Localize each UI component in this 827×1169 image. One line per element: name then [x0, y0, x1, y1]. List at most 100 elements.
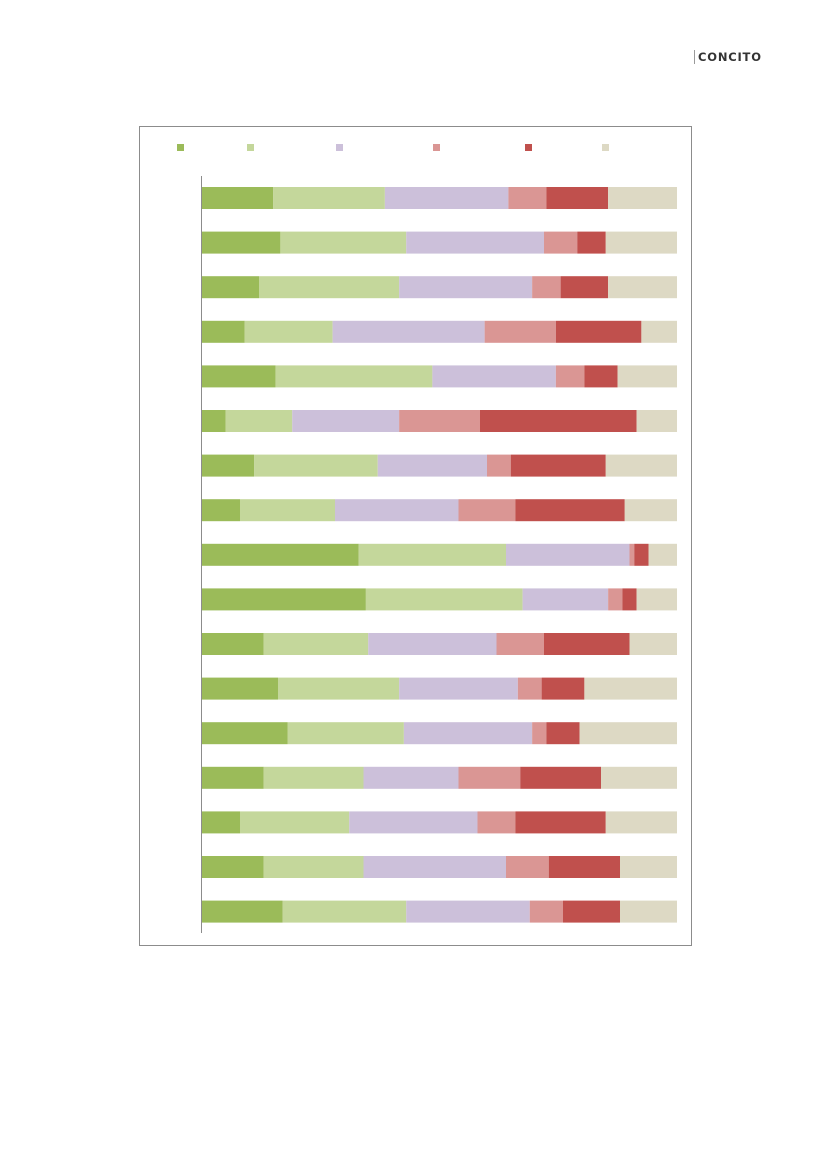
bar-row-6	[202, 410, 678, 432]
bar-segment-row17-series1	[202, 900, 283, 923]
bar-segment-row7-series3	[377, 454, 487, 477]
logo-text: CONCITO	[698, 50, 762, 64]
bar-segment-row3-series6	[608, 276, 678, 299]
bar-segment-row17-series2	[282, 900, 407, 923]
bar-segment-row10-series2	[365, 588, 523, 611]
bar-segment-row5-series5	[584, 365, 618, 388]
bar-segment-row14-series4	[458, 766, 521, 789]
bar-segment-row11-series6	[629, 633, 677, 655]
bar-segment-row16-series4	[506, 856, 549, 878]
bar-segment-row14-series1	[202, 766, 264, 789]
bar-segment-row1-series6	[608, 187, 678, 209]
bar-segment-row16-series1	[202, 856, 264, 878]
bar-segment-row17-series5	[563, 900, 620, 923]
bar-segment-row8-series2	[240, 499, 335, 522]
bar-segment-row9-series5	[634, 543, 649, 566]
bar-segment-row2-series3	[406, 231, 544, 254]
bar-row-2	[202, 231, 677, 254]
bar-row-10	[202, 588, 678, 611]
bar-segment-row13-series6	[579, 722, 678, 745]
bar-segment-row6-series1	[202, 410, 226, 432]
bar-segment-row9-series3	[506, 543, 630, 566]
bar-row-12	[202, 677, 678, 700]
bar-segment-row5-series2	[275, 365, 433, 388]
bar-segment-row16-series6	[620, 856, 677, 878]
bar-segment-row14-series2	[263, 766, 364, 789]
bar-segment-row1-series3	[384, 187, 509, 209]
bar-segment-row1-series5	[546, 187, 609, 209]
bar-segment-row12-series5	[541, 677, 585, 700]
concito-logo: CONCITO	[694, 50, 762, 64]
bar-segment-row11-series5	[544, 633, 630, 655]
bar-segment-row10-series6	[636, 588, 678, 611]
bar-segment-row14-series6	[601, 766, 677, 789]
bar-segment-row11-series4	[496, 633, 544, 655]
legend-marker-series5	[525, 144, 532, 151]
bar-segment-row3-series1	[202, 276, 259, 299]
bar-segment-row9-series6	[648, 543, 677, 566]
bar-segment-row6-series2	[225, 410, 293, 432]
bar-row-4	[202, 320, 678, 343]
bar-segment-row10-series1	[202, 588, 366, 611]
bar-segment-row7-series4	[487, 454, 511, 477]
bar-segment-row9-series4	[629, 543, 635, 566]
bar-segment-row6-series5	[479, 410, 637, 432]
bar-segment-row8-series6	[624, 499, 677, 522]
bar-segment-row16-series3	[363, 856, 506, 878]
bar-segment-row2-series2	[280, 231, 407, 254]
bar-segment-row4-series5	[555, 320, 642, 343]
bar-row-7	[202, 454, 677, 477]
bar-segment-row7-series1	[202, 454, 255, 477]
bar-segment-row15-series3	[349, 811, 478, 834]
bar-segment-row3-series2	[259, 276, 400, 299]
legend-marker-series3	[336, 144, 343, 151]
bars-group	[202, 187, 678, 923]
bar-row-8	[202, 499, 677, 522]
bar-segment-row3-series4	[532, 276, 561, 299]
stacked-bar-chart	[177, 144, 678, 933]
bar-row-3	[202, 276, 678, 299]
bar-segment-row16-series2	[263, 856, 364, 878]
bar-segment-row10-series4	[608, 588, 623, 611]
legend-marker-series6	[602, 144, 609, 151]
bar-row-14	[202, 766, 677, 789]
bar-segment-row13-series2	[287, 722, 404, 745]
bar-segment-row6-series3	[292, 410, 400, 432]
bar-segment-row8-series5	[515, 499, 625, 522]
bar-segment-row17-series4	[529, 900, 563, 923]
bar-segment-row13-series4	[532, 722, 547, 745]
bar-segment-row12-series1	[202, 677, 278, 700]
bar-segment-row15-series6	[605, 811, 677, 834]
chart-frame	[139, 126, 692, 946]
bar-row-16	[202, 856, 677, 878]
bar-segment-row8-series4	[458, 499, 516, 522]
bar-segment-row17-series3	[406, 900, 530, 923]
legend-marker-series4	[433, 144, 440, 151]
bar-segment-row4-series1	[202, 320, 245, 343]
bar-row-11	[202, 633, 677, 655]
bar-segment-row7-series6	[605, 454, 677, 477]
bar-segment-row2-series6	[605, 231, 677, 254]
bar-segment-row5-series3	[432, 365, 556, 388]
bar-segment-row14-series5	[520, 766, 601, 789]
bar-segment-row7-series5	[510, 454, 606, 477]
bar-segment-row11-series2	[263, 633, 369, 655]
bar-segment-row15-series4	[477, 811, 516, 834]
bar-segment-row9-series1	[202, 543, 359, 566]
bar-segment-row10-series5	[622, 588, 637, 611]
bar-segment-row14-series3	[363, 766, 459, 789]
bar-segment-row7-series2	[254, 454, 378, 477]
bar-segment-row2-series4	[544, 231, 578, 254]
bar-row-1	[202, 187, 678, 209]
bar-segment-row1-series2	[273, 187, 385, 209]
bar-segment-row11-series1	[202, 633, 264, 655]
bar-segment-row8-series1	[202, 499, 240, 522]
bar-segment-row16-series5	[548, 856, 620, 878]
bar-row-5	[202, 365, 678, 388]
logo-divider	[694, 50, 695, 64]
bar-row-15	[202, 811, 677, 834]
bar-segment-row10-series3	[522, 588, 609, 611]
bar-segment-row15-series1	[202, 811, 240, 834]
bar-segment-row6-series6	[636, 410, 678, 432]
bar-segment-row13-series3	[403, 722, 533, 745]
